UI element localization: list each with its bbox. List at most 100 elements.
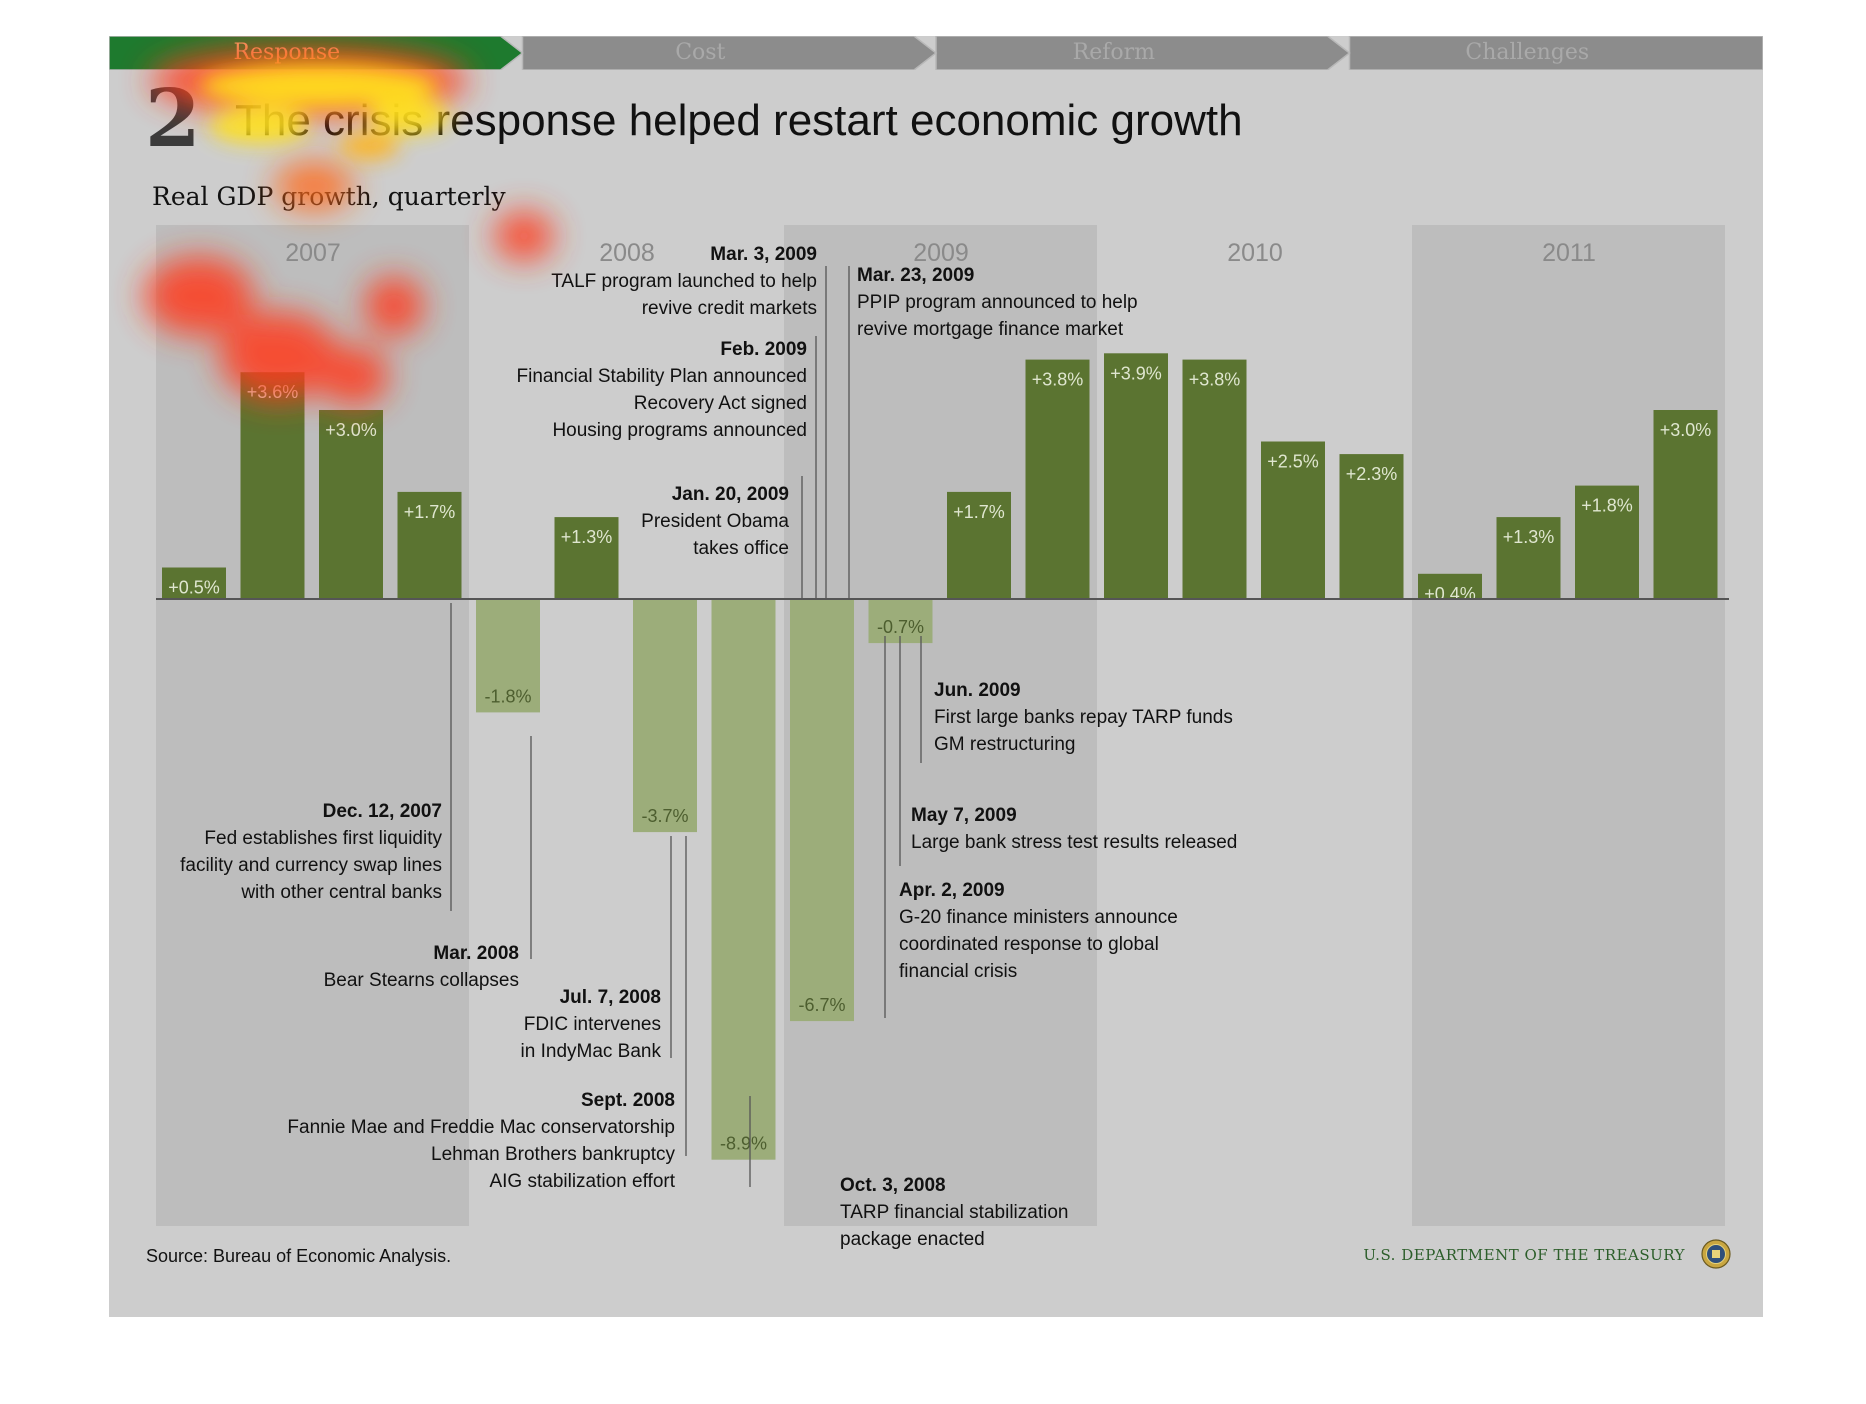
- event-annotation: Apr. 2, 2009 G-20 finance ministers annou…: [884, 636, 1178, 1018]
- annotation-text-line: Recovery Act signed: [634, 393, 807, 414]
- bar-value-label: +0.4%: [1424, 584, 1476, 604]
- annotation-text-line: PPIP program announced to help: [857, 292, 1138, 313]
- event-annotation: Mar. 2008 Bear Stearns collapses: [324, 736, 532, 991]
- annotation-date: Jun. 2009: [934, 680, 1021, 701]
- event-annotation: Jun. 2009 First large banks repay TARP fu…: [920, 636, 1233, 763]
- bar-value-label: -8.9%: [720, 1134, 767, 1154]
- annotation-date: Mar. 3, 2009: [710, 244, 817, 265]
- annotation-text-line: AIG stabilization effort: [489, 1171, 675, 1192]
- annotation-text-line: Lehman Brothers bankruptcy: [431, 1144, 675, 1165]
- annotation-date: Apr. 2, 2009: [899, 880, 1005, 901]
- bar-2009-q2: [868, 599, 933, 644]
- year-band-2011: [1412, 225, 1725, 1226]
- bar-value-label: +1.8%: [1581, 496, 1633, 516]
- annotation-date: Feb. 2009: [720, 339, 807, 360]
- nav-tab-challenges[interactable]: Challenges: [1348, 36, 1764, 70]
- bar-2011-q3: [1575, 485, 1639, 599]
- bar-value-label: -6.7%: [798, 995, 845, 1015]
- bar-value-label: +3.6%: [247, 382, 299, 402]
- annotation-date: Jul. 7, 2008: [560, 987, 661, 1008]
- bar-value-label: +3.0%: [325, 420, 377, 440]
- annotation-text-line: TARP financial stabilization: [840, 1202, 1068, 1223]
- annotation-text-line: First large banks repay TARP funds: [934, 707, 1233, 728]
- annotation-text-line: Fannie Mae and Freddie Mac conservatorsh…: [287, 1117, 675, 1138]
- annotation-date: Mar. 23, 2009: [857, 265, 974, 286]
- bar-2008-q1: [476, 599, 540, 713]
- event-annotation: Sept. 2008 Fannie Mae and Freddie Mac con…: [287, 836, 687, 1192]
- bar-value-label: +3.9%: [1110, 363, 1162, 383]
- bar-2011-q4: [1653, 410, 1718, 599]
- nav-tab-shape: [1348, 36, 1763, 70]
- annotation-text-line: financial crisis: [899, 961, 1017, 982]
- bar-value-label: +1.3%: [561, 527, 613, 547]
- nav-tab-reform[interactable]: Reform: [935, 36, 1351, 70]
- nav-tab-shape: [521, 36, 938, 70]
- nav-tab-label: Challenges: [1465, 40, 1589, 65]
- bar-2011-q2: [1496, 517, 1561, 599]
- section-nav[interactable]: Challenges Reform Cost Response: [109, 36, 1763, 70]
- annotation-text-line: Housing programs announced: [552, 420, 807, 441]
- annotation-date: Sept. 2008: [581, 1090, 675, 1111]
- bar-2008-q3: [633, 599, 697, 833]
- bar-value-label: -0.7%: [877, 617, 924, 637]
- bar-2010-q1: [1104, 353, 1168, 599]
- annotation-date: Jan. 20, 2009: [672, 484, 789, 505]
- year-label-2008: 2008: [599, 239, 655, 267]
- annotation-text-line: TALF program launched to help: [551, 271, 817, 292]
- annotation-text-line: coordinated response to global: [899, 934, 1159, 955]
- nav-tab-cost[interactable]: Cost: [521, 36, 938, 70]
- event-annotation: Feb. 2009 Financial Stability Plan announ…: [517, 336, 817, 598]
- bar-2008-q4: [711, 599, 776, 1160]
- gdp-bar-chart: 2007 2008 2009 2010 2011 +0.5% +3.6% +3.0% +1.7%…: [156, 225, 1729, 1250]
- annotation-text-line: package enacted: [840, 1229, 985, 1250]
- bar-value-label: -1.8%: [484, 686, 531, 706]
- bar-value-label: +0.5%: [168, 578, 220, 598]
- bar-value-label: +2.5%: [1267, 452, 1319, 472]
- annotation-date: Mar. 2008: [433, 943, 519, 964]
- nav-tab-label: Cost: [675, 40, 725, 65]
- annotation-text-line: with other central banks: [240, 882, 442, 903]
- annotation-date: Dec. 12, 2007: [323, 801, 442, 822]
- year-label-2007: 2007: [285, 239, 341, 267]
- bar-2010-q3: [1261, 441, 1325, 599]
- event-annotation: Jul. 7, 2008 FDIC intervenes in IndyMac Ba…: [521, 836, 672, 1062]
- bar-2008-q2: [554, 517, 619, 599]
- event-annotation: Dec. 12, 2007 Fed establishes first liqui…: [180, 603, 452, 911]
- event-annotation: May 7, 2009 Large bank stress test result…: [899, 636, 1237, 866]
- source-note: Source: Bureau of Economic Analysis.: [146, 1246, 452, 1266]
- annotation-text-line: takes office: [693, 538, 789, 559]
- annotation-text-line: Financial Stability Plan announced: [517, 366, 807, 387]
- slide: Challenges Reform Cost Response 2 The crisi…: [109, 36, 1763, 1317]
- bar-2011-q1: [1418, 573, 1482, 599]
- year-label-2011: 2011: [1542, 239, 1596, 267]
- annotation-text-line: revive mortgage finance market: [857, 319, 1124, 340]
- annotation-text-line: revive credit markets: [642, 298, 817, 319]
- bar-2007-q2: [240, 372, 305, 599]
- year-label-2009: 2009: [913, 239, 969, 267]
- annotation-text-line: Large bank stress test results released: [911, 832, 1237, 853]
- bar-value-label: +1.7%: [953, 502, 1005, 522]
- bar-2010-q2: [1182, 359, 1247, 599]
- bar-2009-q4: [1025, 359, 1090, 599]
- annotation-date: Oct. 3, 2008: [840, 1175, 946, 1196]
- bar-2009-q1: [790, 599, 854, 1022]
- bar-value-label: -3.7%: [641, 806, 688, 826]
- annotation-text-line: President Obama: [641, 511, 789, 532]
- annotation-date: May 7, 2009: [911, 805, 1017, 826]
- year-label-2010: 2010: [1227, 239, 1283, 267]
- bar-value-label: +3.8%: [1189, 370, 1241, 390]
- bar-value-label: +1.3%: [1503, 527, 1555, 547]
- agency-name: U.S. DEPARTMENT OF THE TREASURY: [1363, 1246, 1685, 1264]
- event-annotation: Oct. 3, 2008 TARP financial stabilization…: [749, 1096, 1068, 1250]
- event-annotation: Mar. 3, 2009 TALF program launched to hel…: [551, 244, 827, 598]
- bar-2007-q1: [162, 567, 226, 599]
- bar-2009-q3: [947, 491, 1011, 599]
- nav-tab-shape: [935, 36, 1351, 70]
- bar-2010-q4: [1339, 454, 1404, 599]
- event-annotation: Jan. 20, 2009 President Obama takes office: [641, 476, 803, 598]
- treasury-seal-icon: [1701, 1239, 1731, 1269]
- annotation-text-line: GM restructuring: [934, 734, 1075, 755]
- annotation-text-line: FDIC intervenes: [524, 1014, 661, 1035]
- bar-value-label: +2.3%: [1346, 464, 1398, 484]
